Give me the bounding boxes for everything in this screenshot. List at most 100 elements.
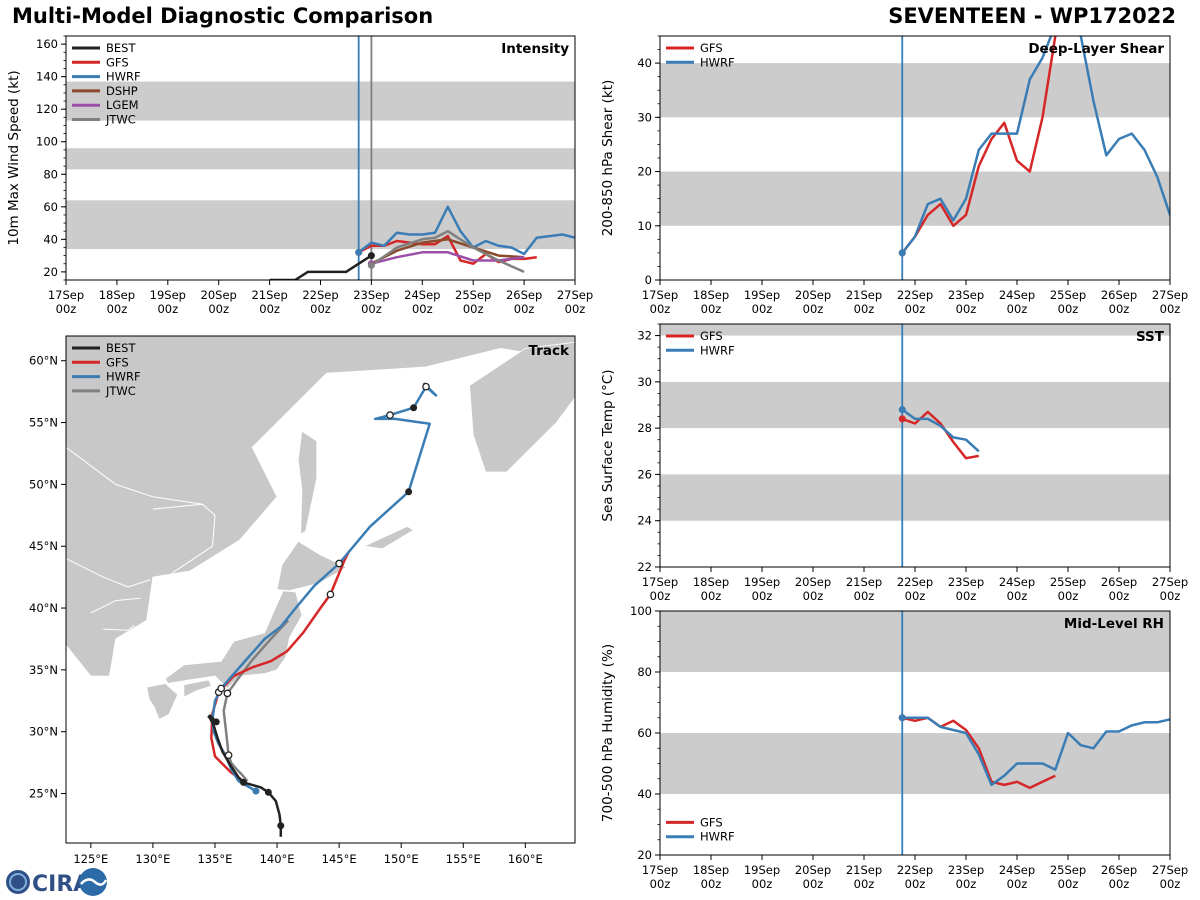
rh-xtick-sublabel: 00z <box>701 877 722 891</box>
rh-ytick-label: 40 <box>637 787 652 801</box>
rh-xtick-sublabel: 00z <box>1160 877 1181 891</box>
sst-xtick-sublabel: 00z <box>905 589 926 603</box>
land-okhotsk-coast-islands <box>362 525 415 550</box>
intensity-xtick-sublabel: 00z <box>463 302 484 316</box>
rh-xtick-label: 26Sep <box>1101 863 1137 877</box>
sst-xtick-sublabel: 00z <box>854 589 875 603</box>
shear-series-gfs <box>901 36 1057 254</box>
sst-start-point-hwrf <box>898 406 906 414</box>
rh-ytick-label: 80 <box>637 665 652 679</box>
track-point-open-hwrf <box>335 559 343 568</box>
intensity-ytick-label: 80 <box>43 167 58 181</box>
panel-intensity: 2040608010012014016017Sep00z18Sep00z19Se… <box>6 35 593 316</box>
track-point-open-hwrf <box>386 411 394 419</box>
track-ytick-label: 50°N <box>29 477 58 491</box>
intensity-ytick-label: 60 <box>43 200 58 214</box>
sst-series-hwrf <box>901 408 980 453</box>
rh-xtick-label: 23Sep <box>948 863 984 877</box>
track-xtick-label: 125°E <box>73 852 108 866</box>
land-kamchatka <box>469 341 575 473</box>
shear-ytick-label: 20 <box>637 165 652 179</box>
intensity-xtick-sublabel: 00z <box>157 302 178 316</box>
sst-start-point-gfs <box>898 415 906 423</box>
track-point-filled-best <box>277 822 285 830</box>
intensity-xtick-sublabel: 00z <box>208 302 229 316</box>
intensity-xtick-sublabel: 00z <box>514 302 535 316</box>
logo-wave-icon <box>80 878 108 886</box>
intensity-legend-label-jtwc: JTWC <box>105 113 136 127</box>
intensity-band-1 <box>66 148 575 170</box>
rh-xtick-label: 21Sep <box>846 863 882 877</box>
shear-band-0 <box>660 171 1170 226</box>
intensity-xtick-label: 27Sep <box>557 288 593 302</box>
shear-xtick-sublabel: 00z <box>752 302 773 316</box>
intensity-legend-label-lgem: LGEM <box>106 98 139 112</box>
shear-band-1 <box>660 63 1170 118</box>
track-map-area <box>66 336 575 843</box>
shear-xtick-sublabel: 00z <box>905 302 926 316</box>
track-ytick-label: 40°N <box>29 601 58 615</box>
sst-ytick-label: 32 <box>637 329 652 343</box>
sst-xtick-label: 27Sep <box>1152 575 1188 589</box>
rh-xtick-label: 20Sep <box>795 863 831 877</box>
track-ytick-label: 30°N <box>29 725 58 739</box>
shear-xtick-sublabel: 00z <box>1007 302 1028 316</box>
track-point-filled-best <box>212 718 220 726</box>
sst-title: SST <box>1136 329 1165 345</box>
shear-xtick-sublabel: 00z <box>701 302 722 316</box>
land-kyushu <box>146 683 179 720</box>
shear-xtick-sublabel: 00z <box>1109 302 1130 316</box>
land-honshu <box>164 590 303 689</box>
shear-xtick-label: 23Sep <box>948 288 984 302</box>
shear-title: Deep-Layer Shear <box>1028 41 1164 57</box>
intensity-xtick-sublabel: 00z <box>259 302 280 316</box>
intensity-ytick-label: 20 <box>43 265 58 279</box>
track-point-filled-hwrf <box>252 787 260 795</box>
rh-xtick-label: 24Sep <box>999 863 1035 877</box>
shear-series-hwrf <box>901 36 1170 254</box>
intensity-series-hwrf <box>357 205 575 256</box>
shear-xtick-label: 24Sep <box>999 288 1035 302</box>
track-xtick-label: 130°E <box>135 852 170 866</box>
track-xtick-label: 155°E <box>446 852 481 866</box>
intensity-ytick-label: 140 <box>36 70 58 84</box>
rh-xtick-label: 17Sep <box>642 863 678 877</box>
country-border-0 <box>152 503 216 574</box>
shear-xtick-sublabel: 00z <box>650 302 671 316</box>
sst-xtick-sublabel: 00z <box>1160 589 1181 603</box>
sst-xtick-sublabel: 00z <box>1058 589 1079 603</box>
intensity-best-end-point <box>367 252 375 260</box>
sst-xtick-label: 24Sep <box>999 575 1035 589</box>
track-ytick-label: 60°N <box>29 354 58 368</box>
shear-xtick-label: 18Sep <box>693 288 729 302</box>
sst-xtick-label: 22Sep <box>897 575 933 589</box>
track-point-open-gfs <box>326 590 335 599</box>
track-point-open-hwrf <box>422 382 430 391</box>
panel-sst: 22242628303217Sep00z18Sep00z19Sep00z20Se… <box>600 323 1188 603</box>
sst-ytick-label: 26 <box>637 467 652 481</box>
track-legend-label-jtwc: JTWC <box>105 384 136 398</box>
intensity-ytick-label: 100 <box>36 135 58 149</box>
shear-ytick-label: 40 <box>637 56 652 70</box>
track-legend-label-hwrf: HWRF <box>106 370 141 384</box>
country-border-1 <box>66 446 203 505</box>
rh-ylabel: 700-500 hPa Humidity (%) <box>600 644 616 822</box>
rh-xtick-label: 18Sep <box>693 863 729 877</box>
sst-series-gfs <box>901 410 980 460</box>
shear-xtick-label: 17Sep <box>642 288 678 302</box>
track-frame <box>65 335 576 844</box>
intensity-series-jtwc <box>370 229 525 274</box>
track-title: Track <box>529 343 570 359</box>
plot-area-rh <box>660 611 1170 855</box>
intensity-legend-label-best: BEST <box>106 41 136 55</box>
track-legend-label-best: BEST <box>106 341 136 355</box>
shear-legend-label-gfs: GFS <box>700 41 723 55</box>
intensity-xtick-label: 26Sep <box>506 288 542 302</box>
intensity-xtick-sublabel: 00z <box>56 302 77 316</box>
land-sakhalin <box>297 430 318 535</box>
intensity-xtick-sublabel: 00z <box>107 302 128 316</box>
country-border-4 <box>103 625 135 631</box>
rh-band-0 <box>660 733 1170 794</box>
shear-xtick-label: 19Sep <box>744 288 780 302</box>
